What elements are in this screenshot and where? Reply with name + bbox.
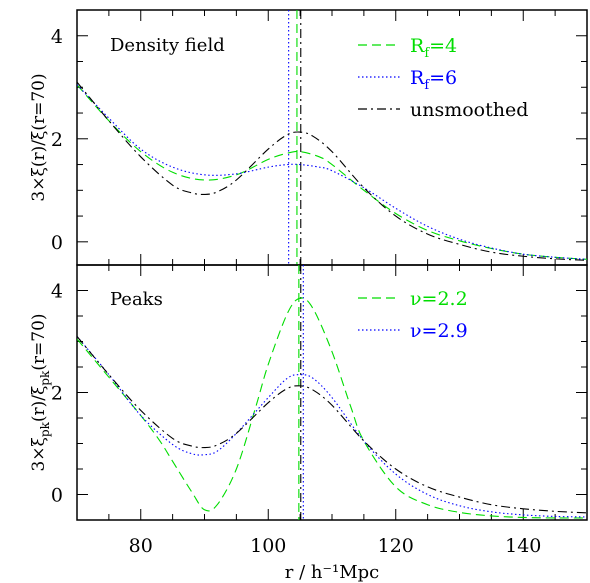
x-tick-label: 140	[505, 535, 541, 557]
legend-item: unsmoothed	[358, 99, 528, 121]
y-axis-label: 3×ξpk(r)/ξpk(r=70)	[29, 313, 52, 471]
series-line-2-2	[77, 297, 587, 519]
shared-x-axis: 80 100 120 140 r / h⁻¹Mpc	[129, 535, 542, 583]
legend-label-main: R	[410, 67, 425, 89]
marker-lines	[288, 10, 302, 265]
legend-label-rest: =6	[429, 67, 457, 89]
peaks-panel: 024 Peaks ν=2.2ν=2.93×ξpk(r)/ξpk(r=70)	[29, 264, 588, 521]
legend-item: ν=2.9	[358, 320, 468, 342]
marker-lines	[298, 265, 304, 520]
y-tick-label: 2	[51, 129, 63, 151]
legend-label-sub: f	[424, 46, 430, 61]
panel-label: Density field	[110, 35, 225, 56]
x-tick-label: 100	[250, 535, 286, 557]
series-curves	[77, 297, 587, 519]
legend-item: ν=2.2	[358, 288, 468, 310]
x-tick-label: 80	[129, 535, 153, 557]
legend-label: unsmoothed	[410, 99, 528, 121]
y-axis-label-part: (r)/ξ	[29, 386, 49, 422]
legend-label-main: R	[410, 35, 425, 57]
series-line-2-9	[77, 336, 587, 518]
legend-label: Rf=4	[410, 35, 457, 61]
series-curves	[77, 81, 587, 261]
legend-label: ν=2.2	[410, 288, 468, 310]
series-line-r-f-4	[77, 84, 587, 260]
y-tick-label: 4	[51, 26, 63, 48]
y-axis-label: 3×ξ(r)/ξ(r=70)	[29, 73, 49, 201]
legend-label: Rf=6	[410, 67, 457, 93]
legend-label-sub: f	[424, 78, 430, 93]
legend-item: Rf=4	[358, 35, 457, 61]
series-line-unsmoothed	[77, 336, 587, 514]
legend-label: ν=2.9	[410, 320, 468, 342]
y-tick-label: 4	[51, 281, 63, 303]
y-axis-label-part: pk	[38, 370, 52, 386]
series-line-r-f-6	[77, 84, 587, 260]
legend-label-rest: =4	[429, 35, 457, 57]
panel-label: Peaks	[110, 289, 163, 310]
x-axis-label: r / h⁻¹Mpc	[285, 562, 379, 583]
y-tick-label: 0	[51, 485, 63, 507]
legend-item: Rf=6	[358, 67, 457, 93]
series-line-unsmoothed	[77, 81, 587, 261]
y-tick-label: 0	[51, 232, 63, 254]
x-tick-label: 120	[378, 535, 414, 557]
y-tick-label: 2	[51, 383, 63, 405]
y-axis-label-part: pk	[38, 421, 52, 437]
density-field-panel: 024 Density field Rf=4Rf=6unsmoothed3×ξ(r)…	[29, 9, 588, 266]
y-axis-label-part: (r=70)	[29, 313, 49, 370]
y-axis-label-part: 3×ξ	[29, 437, 49, 471]
